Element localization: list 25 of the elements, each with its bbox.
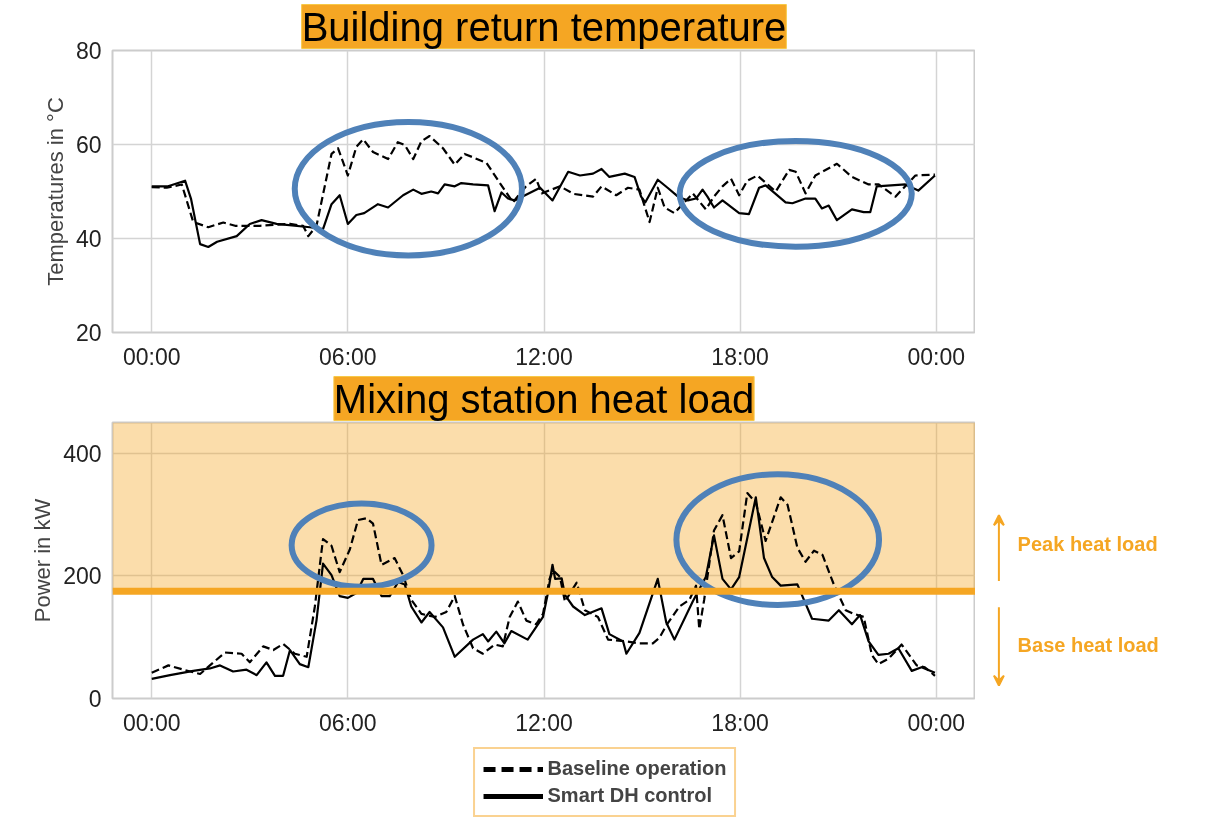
y-axis-title: Temperatures in °C bbox=[42, 97, 68, 286]
legend-label: Baseline operation bbox=[547, 757, 727, 780]
y-tick-label: 80 bbox=[75, 38, 102, 64]
legend-label: Smart DH control bbox=[547, 784, 712, 807]
x-tick-label: 00:00 bbox=[122, 709, 181, 736]
x-tick-label: 12:00 bbox=[515, 709, 573, 736]
y-tick-label: 20 bbox=[75, 320, 102, 346]
x-tick-label: 00:00 bbox=[122, 343, 181, 370]
x-tick-label: 00:00 bbox=[907, 709, 966, 736]
x-tick-label: 12:00 bbox=[515, 343, 573, 370]
y-tick-label: 40 bbox=[75, 226, 102, 252]
y-tick-label: 400 bbox=[63, 440, 102, 467]
y-tick-label: 200 bbox=[63, 563, 102, 590]
x-tick-label: 06:00 bbox=[319, 709, 377, 736]
x-tick-label: 18:00 bbox=[711, 343, 769, 370]
y-axis-title: Power in kW bbox=[30, 498, 56, 623]
y-tick-label: 0 bbox=[88, 686, 102, 712]
x-tick-label: 00:00 bbox=[907, 343, 966, 370]
chart-title: Building return temperature bbox=[301, 4, 787, 49]
band-label: Peak heat load bbox=[1017, 532, 1158, 555]
ref-line-label: Base heat load bbox=[1017, 633, 1159, 656]
x-tick-label: 06:00 bbox=[319, 343, 377, 370]
y-tick-label: 60 bbox=[75, 132, 102, 158]
chart-title: Mixing station heat load bbox=[333, 376, 755, 421]
x-tick-label: 18:00 bbox=[711, 709, 769, 736]
